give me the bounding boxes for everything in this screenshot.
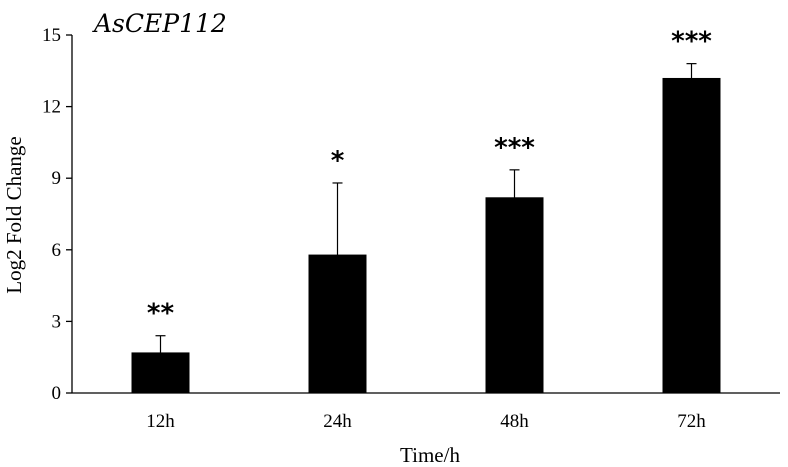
bar-48h (485, 197, 544, 393)
chart-title: AsCEP112 (92, 9, 227, 38)
x-tick-label-24h: 24h (323, 411, 352, 432)
bar-72h (662, 77, 721, 394)
y-tick-label: 9 (52, 168, 62, 189)
significance-12h: ** (147, 299, 175, 329)
x-tick-label-12h: 12h (146, 411, 175, 432)
y-tick-label: 3 (52, 311, 62, 332)
significance-48h: *** (494, 133, 535, 163)
y-tick-label: 12 (42, 97, 61, 118)
y-axis-label: Log2 Fold Change (2, 136, 26, 294)
y-tick-label: 0 (52, 383, 62, 404)
y-tick-label: 15 (42, 25, 61, 46)
x-tick-label-48h: 48h (500, 411, 529, 432)
significance-24h: * (331, 146, 345, 176)
significance-72h: *** (671, 27, 712, 57)
x-axis-label: Time/h (400, 443, 460, 467)
y-tick-label: 6 (52, 240, 62, 261)
plot-area: 0 3 6 9 12 15 ** 12h * 24h *** 48h *** 72h (42, 25, 780, 432)
x-tick-label-72h: 72h (677, 411, 706, 432)
